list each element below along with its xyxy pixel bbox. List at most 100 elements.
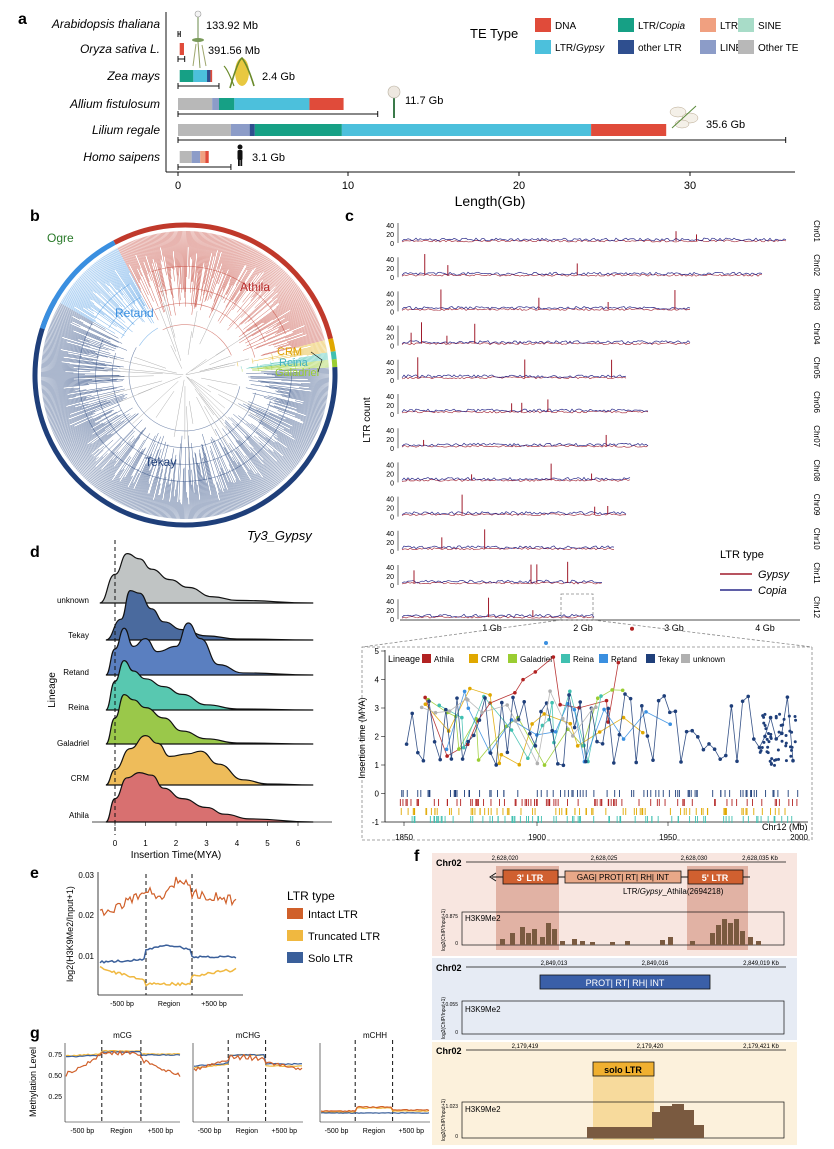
tree-branch <box>158 477 167 517</box>
tree-branch <box>43 348 69 354</box>
tree-branch <box>113 448 144 501</box>
tree-branch <box>277 390 328 400</box>
tree-branch <box>61 301 116 334</box>
tree-branch <box>227 270 285 331</box>
tree-branch <box>149 235 164 290</box>
tree-branch <box>292 320 319 332</box>
insertion-point <box>789 754 793 758</box>
tree-branch <box>296 408 323 417</box>
tree-branch <box>109 251 130 285</box>
tree-branch <box>41 370 66 373</box>
tree-branch <box>135 239 145 262</box>
tree-branch <box>262 338 325 355</box>
tree-branch <box>113 249 142 298</box>
tree-branch <box>41 367 108 372</box>
tree-branch <box>219 255 266 324</box>
tree-branch <box>290 299 308 311</box>
tree-backbone <box>194 388 215 416</box>
tree-branch <box>263 260 273 273</box>
tree-branch <box>58 306 93 326</box>
coord-tick: 2,628,030 <box>681 856 708 862</box>
x-tick: Region <box>110 1128 132 1135</box>
tree-backbone <box>158 308 177 352</box>
y-tick: 3 <box>375 704 380 713</box>
tree-branch <box>295 415 321 426</box>
tree-branch <box>47 407 83 419</box>
tree-branch <box>198 463 208 518</box>
legend-swatch <box>287 930 303 941</box>
tree-branch <box>224 447 255 502</box>
track-y-tick: 20 <box>386 369 394 376</box>
tree-branch <box>68 421 121 460</box>
tree-branch <box>250 384 328 396</box>
tree-branch <box>272 280 294 299</box>
tree-branch <box>212 236 225 279</box>
legend-swatch <box>681 654 690 663</box>
tree-branch <box>86 443 122 481</box>
tree-branch <box>59 304 93 324</box>
tree-branch <box>249 380 329 388</box>
tree-branch <box>223 240 237 275</box>
tree-branch <box>163 232 174 299</box>
tree-branch <box>78 439 114 472</box>
tree-branch <box>284 303 311 319</box>
tree-branch <box>115 248 130 274</box>
tree-branch <box>171 231 174 252</box>
tree-backbone <box>97 370 163 375</box>
tree-branch <box>41 368 78 371</box>
tree-branch <box>205 235 221 293</box>
tree-branch <box>182 231 184 289</box>
tree-branch <box>141 493 149 513</box>
x-tick: 2 <box>174 839 179 848</box>
tree-branch <box>64 414 126 455</box>
tree-branch <box>145 236 163 297</box>
lineage-label: Tekay <box>68 631 89 640</box>
tree-branch <box>41 380 124 389</box>
tree-branch <box>263 273 288 297</box>
legend-label: Athila <box>434 655 455 664</box>
tree-branch <box>249 412 310 448</box>
tree-branch <box>56 310 123 344</box>
tree-branch <box>50 418 69 427</box>
tree-branch <box>81 274 101 294</box>
legend-swatch <box>469 654 478 663</box>
tree-branch <box>161 458 172 518</box>
tree-branch <box>179 231 183 293</box>
te-segment <box>341 124 592 136</box>
tree-branch <box>105 456 132 496</box>
chromosome-track: 0 20 40 Chr01 <box>386 220 821 248</box>
y-tick: 4 <box>375 676 380 685</box>
legend-swatch <box>738 40 754 54</box>
tree-branch <box>42 353 64 358</box>
tree-branch <box>305 415 322 422</box>
tree-branch <box>195 232 209 308</box>
tree-branch <box>281 380 329 384</box>
chromosome-track: 0 20 40 Chr03 <box>386 289 821 317</box>
tree-branch <box>123 473 140 506</box>
tree-branch <box>291 337 325 347</box>
tree-branch <box>263 464 281 484</box>
tree-branch <box>147 235 166 302</box>
inset-y-label: Insertion time (MYA) <box>357 697 367 778</box>
te-segment <box>309 98 344 110</box>
tree-branch <box>259 419 309 450</box>
tree-branch <box>150 444 169 515</box>
tree-branch <box>227 489 236 511</box>
tree-branch <box>188 231 192 279</box>
clade-label-athila: Athila <box>240 280 270 294</box>
signal-bar <box>716 925 721 945</box>
tree-branch <box>285 325 321 339</box>
legend-label: Solo LTR <box>308 953 353 965</box>
legend-label: LTR/Gypsy <box>555 43 605 54</box>
insertion-point <box>760 746 764 750</box>
tree-branch <box>167 501 170 518</box>
tree-branch <box>185 231 187 307</box>
tree-branch <box>69 287 125 330</box>
tree-branch <box>101 257 140 312</box>
track-y-tick: 40 <box>386 531 394 538</box>
insertion-point <box>778 712 782 716</box>
insertion-point <box>779 723 783 727</box>
tree-backbone <box>209 355 231 365</box>
tree-branch <box>265 437 300 464</box>
track-y-tick: 40 <box>386 291 394 298</box>
